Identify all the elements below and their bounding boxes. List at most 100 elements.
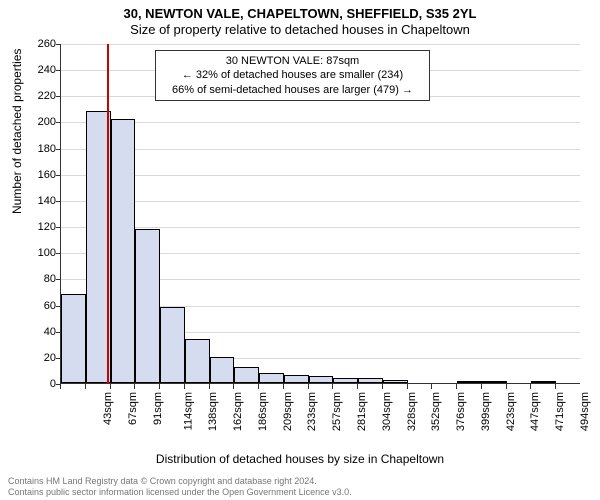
ytick-label: 260 <box>26 38 56 50</box>
xtick-label: 186sqm <box>257 392 269 431</box>
ytick-mark <box>56 253 61 254</box>
y-axis-label: Number of detached properties <box>10 49 24 214</box>
footnote-line1: Contains HM Land Registry data © Crown c… <box>8 476 352 487</box>
ytick-mark <box>56 201 61 202</box>
xtick-mark <box>209 384 210 389</box>
gridline <box>61 201 580 202</box>
ytick-label: 240 <box>26 64 56 76</box>
info-box-line2: ← 32% of detached houses are smaller (23… <box>162 68 423 82</box>
xtick-label: 43sqm <box>102 392 114 425</box>
xtick-mark <box>506 384 507 389</box>
ytick-label: 160 <box>26 169 56 181</box>
xtick-label: 423sqm <box>505 392 517 431</box>
xtick-mark <box>382 384 383 389</box>
chart-title-line1: 30, NEWTON VALE, CHAPELTOWN, SHEFFIELD, … <box>0 0 600 22</box>
histogram-bar <box>135 229 160 383</box>
xtick-mark <box>159 384 160 389</box>
xtick-label: 162sqm <box>232 392 244 431</box>
xtick-label: 399sqm <box>480 392 492 431</box>
xtick-label: 494sqm <box>579 392 591 431</box>
xtick-mark <box>431 384 432 389</box>
ytick-label: 40 <box>26 326 56 338</box>
xtick-mark <box>110 384 111 389</box>
xtick-mark <box>184 384 185 389</box>
info-box-line1: 30 NEWTON VALE: 87sqm <box>162 54 423 68</box>
xtick-label: 376sqm <box>455 392 467 431</box>
footnote: Contains HM Land Registry data © Crown c… <box>8 476 352 498</box>
chart-container: 30, NEWTON VALE, CHAPELTOWN, SHEFFIELD, … <box>0 0 600 500</box>
xtick-label: 328sqm <box>406 392 418 431</box>
histogram-bar <box>61 294 86 383</box>
xtick-label: 471sqm <box>554 392 566 431</box>
histogram-bar <box>259 373 284 383</box>
xtick-label: 281sqm <box>356 392 368 431</box>
xtick-label: 67sqm <box>127 392 139 425</box>
ytick-mark <box>56 175 61 176</box>
ytick-label: 0 <box>26 378 56 390</box>
x-axis-label: Distribution of detached houses by size … <box>0 452 600 466</box>
ytick-mark <box>56 44 61 45</box>
xtick-mark <box>283 384 284 389</box>
xtick-label: 257sqm <box>331 392 343 431</box>
xtick-label: 233sqm <box>307 392 319 431</box>
histogram-bar <box>383 380 408 383</box>
gridline <box>61 149 580 150</box>
gridline <box>61 44 580 45</box>
ytick-label: 80 <box>26 273 56 285</box>
plot-area: 30 NEWTON VALE: 87sqm← 32% of detached h… <box>60 44 580 384</box>
xtick-mark <box>407 384 408 389</box>
histogram-bar <box>111 119 136 383</box>
ytick-label: 60 <box>26 300 56 312</box>
gridline <box>61 122 580 123</box>
xtick-label: 352sqm <box>430 392 442 431</box>
gridline <box>61 175 580 176</box>
histogram-bar <box>531 381 556 383</box>
xtick-mark <box>456 384 457 389</box>
ytick-mark <box>56 279 61 280</box>
xtick-label: 138sqm <box>208 392 220 431</box>
histogram-bar <box>482 381 507 383</box>
chart-area: 30 NEWTON VALE: 87sqm← 32% of detached h… <box>60 44 580 414</box>
ytick-label: 140 <box>26 195 56 207</box>
chart-title-line2: Size of property relative to detached ho… <box>0 22 600 38</box>
ytick-label: 220 <box>26 90 56 102</box>
ytick-label: 120 <box>26 221 56 233</box>
xtick-mark <box>233 384 234 389</box>
ytick-mark <box>56 96 61 97</box>
xtick-label: 114sqm <box>182 392 194 430</box>
ytick-label: 20 <box>26 352 56 364</box>
xtick-mark <box>332 384 333 389</box>
xtick-mark <box>60 384 61 389</box>
property-info-box: 30 NEWTON VALE: 87sqm← 32% of detached h… <box>155 50 430 101</box>
histogram-bar <box>234 367 259 383</box>
histogram-bar <box>358 378 383 383</box>
xtick-label: 91sqm <box>152 392 164 425</box>
xtick-mark <box>357 384 358 389</box>
xtick-mark <box>258 384 259 389</box>
ytick-label: 180 <box>26 143 56 155</box>
ytick-mark <box>56 227 61 228</box>
info-box-line3: 66% of semi-detached houses are larger (… <box>162 83 423 97</box>
xtick-mark <box>134 384 135 389</box>
footnote-line2: Contains public sector information licen… <box>8 487 352 498</box>
ytick-mark <box>56 149 61 150</box>
histogram-bar <box>185 339 210 383</box>
xtick-mark <box>85 384 86 389</box>
histogram-bar <box>457 381 482 383</box>
xtick-label: 304sqm <box>381 392 393 431</box>
ytick-label: 100 <box>26 247 56 259</box>
histogram-bar <box>309 376 334 383</box>
histogram-bar <box>284 375 309 383</box>
property-marker-line <box>107 44 109 384</box>
histogram-bar <box>160 307 185 383</box>
histogram-bar <box>333 378 358 383</box>
xtick-mark <box>308 384 309 389</box>
ytick-mark <box>56 70 61 71</box>
xtick-mark <box>481 384 482 389</box>
xtick-mark <box>530 384 531 389</box>
xtick-label: 447sqm <box>529 392 541 431</box>
ytick-mark <box>56 122 61 123</box>
ytick-label: 200 <box>26 116 56 128</box>
xtick-label: 209sqm <box>282 392 294 431</box>
xtick-mark <box>555 384 556 389</box>
